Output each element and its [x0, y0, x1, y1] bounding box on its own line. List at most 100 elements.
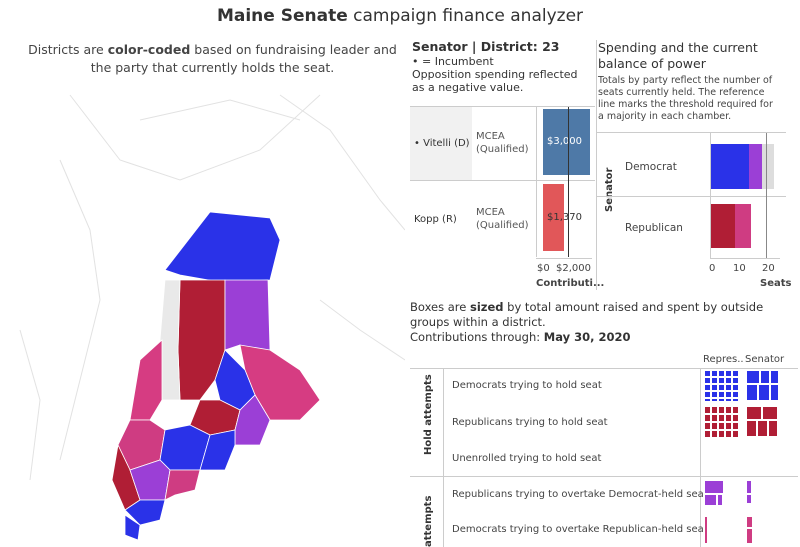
district-southern-coast[interactable]	[124, 514, 141, 541]
incumbent-note: • = Incumbent	[412, 55, 494, 68]
treemap-box[interactable]	[711, 391, 718, 398]
treemap-box[interactable]	[732, 398, 739, 402]
treemap-box[interactable]	[746, 516, 753, 528]
treemap-box[interactable]	[768, 420, 778, 437]
treemap-box[interactable]	[718, 430, 725, 438]
treemap-box[interactable]	[718, 398, 725, 402]
map-road-line	[19, 329, 41, 481]
treemap-box[interactable]	[732, 414, 739, 422]
treemap-box[interactable]	[711, 406, 718, 414]
treemap-box[interactable]	[704, 494, 717, 506]
map-description: Districts are color-coded based on fundr…	[28, 42, 397, 75]
divider	[410, 106, 595, 107]
district-west[interactable]	[129, 339, 163, 421]
treemap-box[interactable]	[718, 391, 725, 398]
treemap-box[interactable]	[732, 422, 739, 430]
party-label: Republican	[625, 222, 683, 234]
treemap-box[interactable]	[711, 384, 718, 391]
divider	[596, 196, 786, 197]
treemap-box[interactable]	[718, 422, 725, 430]
treemap-box[interactable]	[746, 494, 752, 504]
treemap-box[interactable]	[704, 430, 711, 438]
seats-bar-rep[interactable]	[711, 204, 735, 248]
treemap-box[interactable]	[770, 384, 779, 401]
treemap-box[interactable]	[704, 414, 711, 422]
treemap-box[interactable]	[770, 370, 779, 384]
treemap-box[interactable]	[718, 406, 725, 414]
axis-tick-label: 0	[709, 263, 716, 274]
treemap-box[interactable]	[704, 384, 711, 391]
treemap-box[interactable]	[718, 370, 725, 377]
treemap-box[interactable]	[746, 384, 758, 401]
treemap-box[interactable]	[732, 377, 739, 384]
column-header: Repres...	[703, 354, 743, 365]
treemap-box[interactable]	[725, 414, 732, 422]
treemap-box[interactable]	[711, 422, 718, 430]
column-header: Senator	[745, 354, 785, 365]
treemap-box[interactable]	[718, 384, 725, 391]
treemap-box[interactable]	[725, 430, 732, 438]
treemap-box[interactable]	[725, 398, 732, 402]
district-unshaded[interactable]	[159, 279, 181, 401]
treemap-box[interactable]	[704, 377, 711, 384]
treemap-row-label: Republicans trying to hold seat	[452, 417, 608, 428]
treemap-box[interactable]	[762, 406, 778, 420]
district-midcoast[interactable]	[199, 429, 236, 471]
treemap-box[interactable]	[704, 445, 706, 465]
treemap-box[interactable]	[725, 370, 732, 377]
treemap-box[interactable]	[704, 480, 724, 494]
treemap-box[interactable]	[704, 516, 708, 544]
treemap-box[interactable]	[718, 414, 725, 422]
treemap-box[interactable]	[711, 370, 718, 377]
treemap-box[interactable]	[704, 398, 711, 402]
treemap-box[interactable]	[732, 384, 739, 391]
row-header-label: Senator	[604, 167, 615, 212]
contribution-bar[interactable]	[543, 109, 590, 175]
district-portland[interactable]	[124, 499, 166, 526]
district-north[interactable]	[164, 211, 281, 283]
treemap-box[interactable]	[704, 370, 711, 377]
treemap-box[interactable]	[732, 370, 739, 377]
treemap-box[interactable]	[711, 377, 718, 384]
treemap-box[interactable]	[711, 398, 718, 402]
candidate-name[interactable]: • Vitelli (D)	[414, 138, 470, 149]
treemap-box[interactable]	[746, 480, 752, 494]
district-brunswick[interactable]	[164, 469, 201, 501]
treemap-box[interactable]	[718, 377, 725, 384]
treemap-box[interactable]	[746, 420, 757, 437]
majority-reference-line	[766, 133, 767, 258]
treemap-box[interactable]	[711, 414, 718, 422]
treemap-box[interactable]	[760, 370, 770, 384]
map-road-line	[139, 99, 301, 121]
candidate-name[interactable]: Kopp (R)	[414, 214, 457, 225]
treemap-box[interactable]	[711, 430, 718, 438]
treemap-box[interactable]	[704, 391, 711, 398]
divider	[596, 132, 786, 133]
axis-tick-label: $0	[537, 263, 550, 274]
treemap-box[interactable]	[704, 422, 711, 430]
treemap-box[interactable]	[746, 528, 753, 544]
seats-bar-rep-overlap[interactable]	[735, 204, 751, 248]
treemap-box[interactable]	[717, 494, 723, 506]
treemap-box[interactable]	[746, 406, 762, 420]
treemap-box[interactable]	[725, 384, 732, 391]
party-label: Democrat	[625, 161, 677, 173]
page-title: Maine Senate campaign finance analyzer	[216, 6, 584, 26]
committee-label: MCEA (Qualified)	[476, 207, 529, 231]
treemap-box[interactable]	[704, 406, 711, 414]
senator-district-heading: Senator | District: 23	[412, 39, 560, 54]
district-map[interactable]	[0, 90, 405, 547]
treemap-box[interactable]	[725, 422, 732, 430]
treemap-box[interactable]	[725, 391, 732, 398]
treemap-box[interactable]	[732, 430, 739, 438]
treemap-box[interactable]	[725, 406, 732, 414]
balance-note: Totals by party reflect the number of se…	[598, 75, 773, 122]
treemap-box[interactable]	[732, 391, 739, 398]
seats-bar-dem-overlap[interactable]	[749, 144, 762, 189]
treemap-box[interactable]	[758, 384, 770, 401]
treemap-box[interactable]	[746, 370, 760, 384]
treemap-box[interactable]	[732, 406, 739, 414]
treemap-box[interactable]	[757, 420, 768, 437]
treemap-box[interactable]	[725, 377, 732, 384]
contribution-bar[interactable]	[543, 184, 564, 251]
